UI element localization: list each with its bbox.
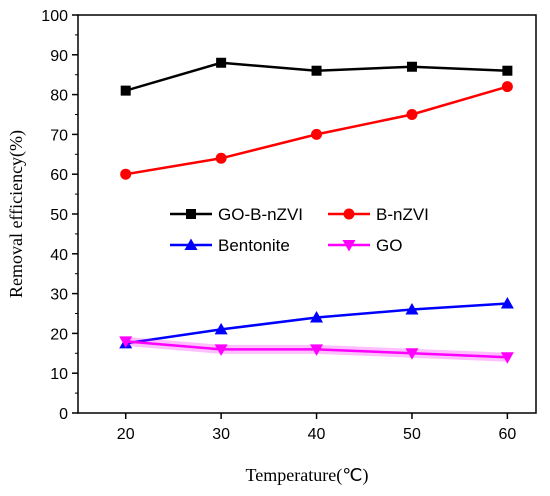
- legend-swatch-marker: [186, 209, 196, 219]
- x-tick-label: 40: [308, 426, 326, 443]
- series-layer: [119, 57, 514, 364]
- legend-label: B-nZVI: [376, 205, 429, 224]
- data-point: [310, 344, 324, 356]
- legend-item: GO: [328, 236, 402, 255]
- data-point: [406, 61, 417, 72]
- data-point: [500, 297, 514, 309]
- x-tick-label: 60: [498, 426, 516, 443]
- legend-item: Bentonite: [170, 236, 290, 255]
- legend-swatch-marker: [342, 240, 356, 252]
- legend-label: Bentonite: [218, 236, 290, 255]
- y-tick-label: 50: [50, 207, 68, 224]
- y-tick-label: 30: [50, 287, 68, 304]
- legend-item: B-nZVI: [328, 205, 429, 224]
- data-point: [214, 322, 228, 335]
- data-point: [500, 352, 514, 364]
- legend-item: GO-B-nZVI: [170, 205, 303, 224]
- data-point: [311, 65, 322, 76]
- y-tick-label: 20: [50, 326, 68, 343]
- x-tick-label: 20: [117, 426, 135, 443]
- x-axis-title: Temperature(℃): [246, 465, 369, 486]
- data-point: [214, 344, 228, 356]
- series-b-nzvi: [120, 81, 513, 180]
- series-line: [125, 302, 508, 345]
- series-go-b-nzvi: [120, 57, 513, 96]
- data-point: [311, 128, 323, 140]
- x-tick-label: 50: [403, 426, 421, 443]
- data-point: [405, 348, 419, 360]
- legend-swatch-marker: [343, 208, 355, 220]
- data-point: [215, 152, 227, 164]
- data-point: [120, 85, 131, 96]
- legend-label: GO-B-nZVI: [218, 205, 303, 224]
- y-tick-label: 40: [50, 247, 68, 264]
- y-tick-label: 0: [59, 406, 68, 423]
- y-tick-label: 70: [50, 127, 68, 144]
- data-point: [406, 109, 418, 120]
- data-point: [405, 303, 419, 315]
- y-axis-title: Removal efficiency(%): [6, 130, 27, 298]
- series-go: [119, 336, 514, 364]
- x-tick-label: 30: [212, 426, 230, 443]
- data-point: [502, 65, 513, 76]
- y-tick-label: 90: [50, 48, 68, 65]
- data-point: [120, 168, 132, 180]
- y-tick-label: 10: [50, 366, 68, 383]
- data-point: [501, 81, 513, 93]
- y-tick-label: 60: [50, 167, 68, 184]
- y-tick-label: 100: [41, 8, 68, 25]
- legend: GO-B-nZVI B-nZVI Bentonite GO: [170, 205, 429, 255]
- series-bentonite: [119, 297, 514, 349]
- data-point: [310, 310, 324, 323]
- legend-label: GO: [376, 236, 402, 255]
- data-point: [216, 57, 227, 68]
- y-tick-label: 80: [50, 88, 68, 105]
- data-point: [119, 336, 133, 348]
- legend-swatch-marker: [184, 238, 198, 250]
- x-axis: 20 30 40 50 60: [117, 413, 516, 443]
- y-axis: 0 10 20 30 40 50 60 70 80 90 100: [41, 8, 78, 423]
